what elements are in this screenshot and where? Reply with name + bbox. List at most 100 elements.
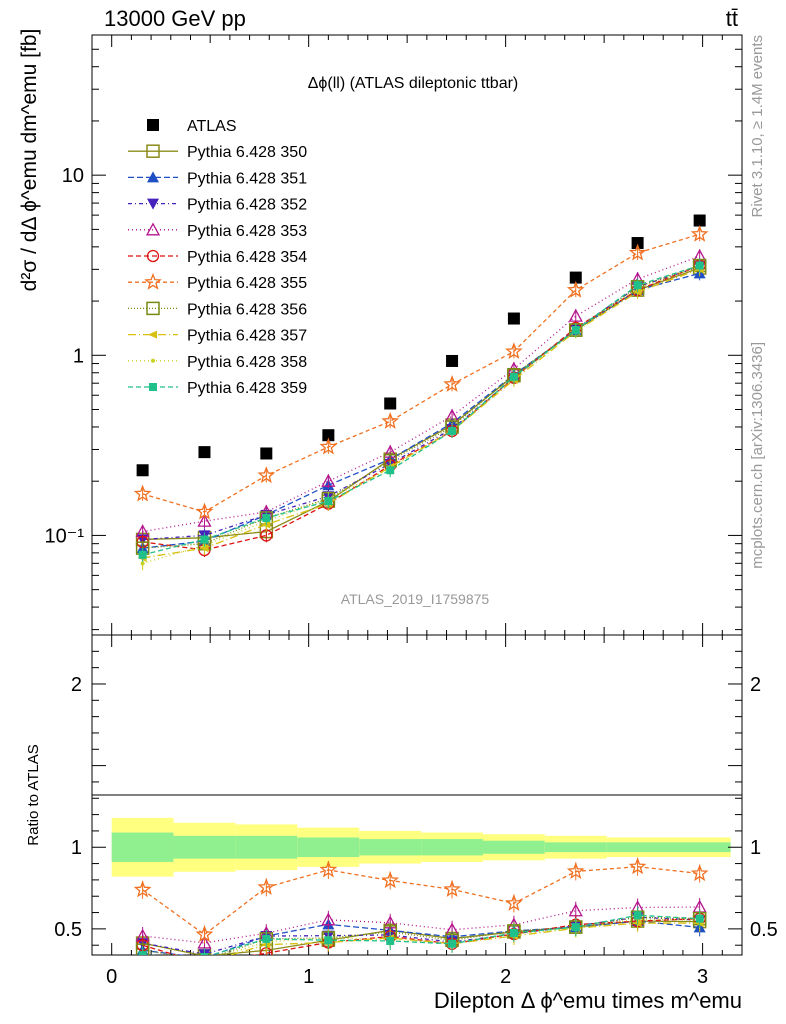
band-inner-bin	[421, 839, 483, 856]
band-inner-bin	[173, 835, 236, 859]
legend-label: Pythia 6.428 355	[187, 275, 307, 292]
data-point	[319, 437, 338, 455]
data-point	[571, 923, 580, 932]
data-point	[199, 958, 210, 969]
data-point	[690, 224, 709, 242]
series-line	[142, 268, 700, 559]
band-inner-bin	[606, 842, 669, 853]
data-point	[324, 497, 333, 506]
data-point	[147, 119, 159, 131]
legend: ATLAS Pythia 6.428 350 Pythia 6.428 351 Pyt…	[128, 118, 307, 397]
data-point	[448, 426, 457, 435]
data-point	[197, 935, 212, 949]
plot-title: Δϕ(ll) (ATLAS dileptonic ttbar)	[308, 75, 519, 92]
y-tick-label: 10	[62, 165, 84, 187]
series-line	[142, 233, 700, 513]
data-point	[260, 447, 273, 460]
data-point	[381, 412, 399, 429]
data-point	[136, 464, 149, 477]
data-point	[138, 550, 147, 559]
series-line	[142, 264, 700, 556]
data-point	[324, 936, 333, 945]
data-point	[146, 301, 160, 316]
legend-label: Pythia 6.428 358	[187, 354, 307, 371]
ratio-series-line	[142, 906, 700, 944]
data-point	[633, 911, 642, 920]
main-axis-ticks: 10⁻¹ 1 10	[45, 34, 742, 635]
y-tick-label: 1	[750, 837, 761, 859]
data-point	[262, 934, 271, 943]
data-point	[200, 953, 209, 955]
ratio-series-line	[221, 918, 700, 955]
data-point	[448, 939, 457, 948]
band-inner-bin	[482, 840, 545, 854]
data-point	[141, 959, 145, 963]
ratio-axis-ticks: 0 1 2 3 0.5 0.5 1 1 2 2	[54, 635, 778, 988]
data-point	[195, 925, 214, 943]
legend-label: Pythia 6.428 352	[187, 197, 307, 214]
data-point	[146, 144, 160, 158]
data-point	[446, 354, 459, 367]
data-point	[149, 383, 157, 391]
y-tick-label: 2	[750, 674, 761, 696]
data-point	[322, 429, 335, 442]
data-point	[509, 928, 518, 937]
data-point	[144, 272, 162, 290]
data-point	[321, 912, 336, 926]
data-point	[631, 237, 644, 250]
data-point	[147, 198, 159, 210]
data-point	[695, 261, 704, 270]
legend-label: Pythia 6.428 356	[187, 301, 307, 318]
data-point	[257, 466, 276, 484]
data-point	[690, 864, 709, 882]
data-point	[257, 877, 276, 895]
x-tick-label: 1	[303, 966, 314, 988]
data-point	[386, 936, 395, 945]
data-point	[262, 513, 271, 522]
data-point	[507, 312, 520, 325]
ratio-series-line	[142, 918, 700, 955]
data-point	[197, 513, 212, 527]
data-point	[505, 894, 523, 911]
main-y-axis-label: d²σ / dΔ ϕ^emu dm^emu [fb]	[18, 29, 41, 292]
ratio-uncertainty-band	[111, 817, 731, 877]
series-line	[142, 266, 700, 541]
rivet-info: Rivet 3.1.10, ≥ 1.4M events	[749, 35, 766, 218]
mcplots-info: mcplots.cern.ch [arXiv:1306.3436]	[749, 342, 766, 569]
y-tick-label: 1	[71, 837, 82, 859]
ratio-y-axis-label: Ratio to ATLAS	[25, 744, 42, 845]
data-point	[509, 372, 518, 381]
data-point	[197, 953, 212, 955]
data-point	[151, 358, 155, 363]
data-point	[133, 880, 152, 898]
legend-label: ATLAS	[187, 118, 237, 135]
ratio-series-line	[142, 914, 700, 955]
data-point	[195, 502, 214, 520]
data-point	[133, 484, 152, 502]
data-point	[693, 214, 706, 227]
main-series-group	[133, 214, 709, 571]
data-point	[148, 330, 157, 339]
band-inner-bin	[668, 842, 731, 853]
band-inner-bin	[235, 835, 298, 859]
legend-label: Pythia 6.428 350	[187, 144, 307, 161]
data-point	[566, 280, 585, 298]
data-point	[198, 446, 211, 459]
data-point	[695, 914, 704, 923]
y-tick-label: 2	[71, 674, 82, 696]
data-point	[147, 171, 159, 183]
series-line	[142, 267, 700, 541]
data-point	[135, 943, 150, 955]
data-point	[145, 222, 161, 236]
y-tick-label: 10⁻¹	[45, 525, 85, 547]
band-inner-bin	[359, 839, 422, 856]
legend-label: Pythia 6.428 353	[187, 223, 307, 240]
data-point	[381, 871, 399, 889]
data-point	[443, 880, 461, 897]
data-point	[566, 862, 585, 879]
ratio-series-group	[133, 857, 709, 969]
data-point	[200, 535, 209, 544]
band-inner-bin	[544, 842, 607, 853]
data-point	[386, 466, 395, 475]
